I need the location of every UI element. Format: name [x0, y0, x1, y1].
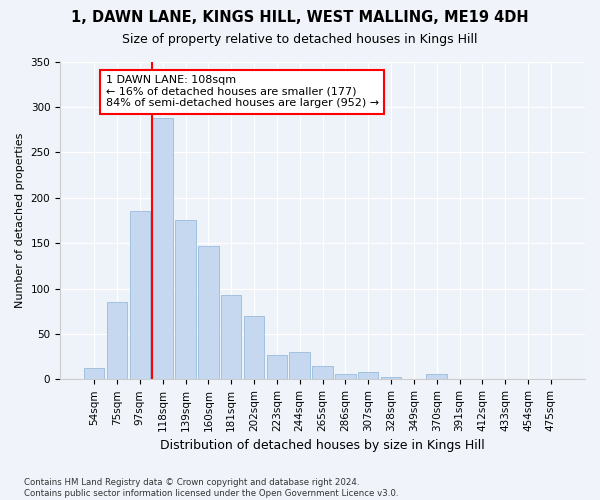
- Bar: [84, 368, 104, 380]
- Bar: [221, 295, 241, 380]
- Text: 1 DAWN LANE: 108sqm
← 16% of detached houses are smaller (177)
84% of semi-detac: 1 DAWN LANE: 108sqm ← 16% of detached ho…: [106, 75, 379, 108]
- Bar: [175, 220, 196, 380]
- Bar: [198, 246, 218, 380]
- Y-axis label: Number of detached properties: Number of detached properties: [15, 132, 25, 308]
- Bar: [244, 316, 264, 380]
- Bar: [266, 355, 287, 380]
- Bar: [130, 212, 150, 380]
- Text: 1, DAWN LANE, KINGS HILL, WEST MALLING, ME19 4DH: 1, DAWN LANE, KINGS HILL, WEST MALLING, …: [71, 10, 529, 25]
- Bar: [312, 366, 333, 380]
- X-axis label: Distribution of detached houses by size in Kings Hill: Distribution of detached houses by size …: [160, 440, 485, 452]
- Bar: [381, 376, 401, 380]
- Bar: [107, 302, 127, 380]
- Text: Size of property relative to detached houses in Kings Hill: Size of property relative to detached ho…: [122, 32, 478, 46]
- Bar: [427, 374, 447, 380]
- Bar: [335, 374, 356, 380]
- Bar: [358, 372, 379, 380]
- Text: Contains HM Land Registry data © Crown copyright and database right 2024.
Contai: Contains HM Land Registry data © Crown c…: [24, 478, 398, 498]
- Bar: [289, 352, 310, 380]
- Bar: [152, 118, 173, 380]
